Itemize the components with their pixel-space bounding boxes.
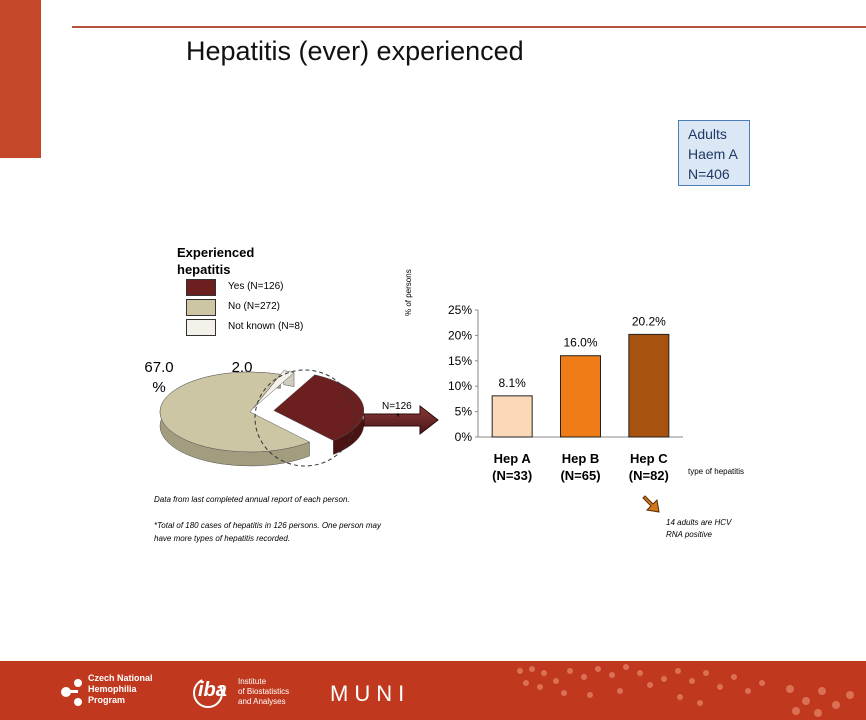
pie-highlight-circle [254,369,356,467]
accent-bar [0,0,41,158]
legend-swatch [186,319,216,336]
cnhp-logo-text: Czech National Hemophilia Program [88,673,153,706]
y-tick-label: 0% [455,430,473,444]
bar-data-label: 20.2% [632,314,666,328]
down-arrow-icon [642,495,660,513]
x-axis-label: type of hepatitis [688,467,745,476]
cnhp-logo-line: Hemophilia [88,684,137,694]
arrow-label-text: N=126 [382,401,412,412]
x-category-label: Hep C [630,451,668,466]
arrow-label-sub: * [396,412,400,423]
bar [628,333,670,438]
pie-slice [252,370,295,409]
bar [560,355,601,438]
legend-label: No (N=272) [228,301,280,312]
y-tick-label: 5% [455,405,473,419]
footer-dots-decoration [517,664,854,717]
x-category-label: (N=82) [629,468,669,483]
iba-logo-line: and Analyses [238,697,286,706]
info-box-line: N=406 [688,166,730,182]
x-category-label: Hep B [562,451,600,466]
pie-chart-title: Experienced hepatitis [177,245,255,277]
arrow-label: N=126 * [382,401,412,423]
muni-logo: MUNI [330,681,411,706]
top-rule [72,26,866,28]
hcv-note: 14 adults are HCV RNA positive [666,518,732,539]
info-box: Adults Haem A N=406 [678,120,750,186]
pie-slice [159,371,311,453]
cnhp-logo-line: Czech National [88,673,153,683]
footnote-data-source: Data from last completed annual report o… [154,495,350,504]
y-axis-label: % of persons [404,269,413,316]
iba-logo-text: Institute of Biostatistics and Analyses [238,677,289,707]
cnhp-logo-icon [61,679,82,706]
legend-label: Yes (N=126) [228,281,284,292]
cnhp-logo-line: Program [88,695,126,705]
x-category-label: (N=65) [560,468,600,483]
footnote-total-cases: *Total of 180 cases of hepatitis in 126 … [154,521,381,543]
iba-logo-icon [193,678,223,708]
pie-slice [273,374,365,441]
y-tick-label: 25% [448,303,472,317]
legend-label: Not known (N=8) [228,321,304,332]
iba-logo-line: of Biostatistics [238,687,290,696]
x-category-label: Hep A [494,451,532,466]
y-tick-label: 10% [448,379,472,393]
bar-chart: 0% 5% 10% 15% 20% 25% 8.1% Hep A (N=33) 16.0% Hep … [448,303,683,483]
bar [491,395,533,438]
footer-band: Czech National Hemophilia Program iba In… [0,661,866,720]
y-tick-label: 20% [448,328,472,342]
iba-logo-mark: iba [198,679,227,701]
bar-data-label: 16.0% [563,336,597,350]
x-category-label: (N=33) [492,468,532,483]
legend-swatch [186,279,216,296]
pie-chart [159,369,365,467]
page-title: Hepatitis (ever) experienced [186,36,524,66]
y-tick-label: 15% [448,354,472,368]
pie-label-no: 67.0 % [144,359,174,396]
info-box-line: Adults [688,126,727,142]
iba-logo-line: Institute [238,677,267,686]
arrow-icon [363,404,439,436]
info-box-line: Haem A [688,146,738,162]
bar-data-label: 8.1% [498,376,526,390]
legend-swatch [186,299,216,316]
